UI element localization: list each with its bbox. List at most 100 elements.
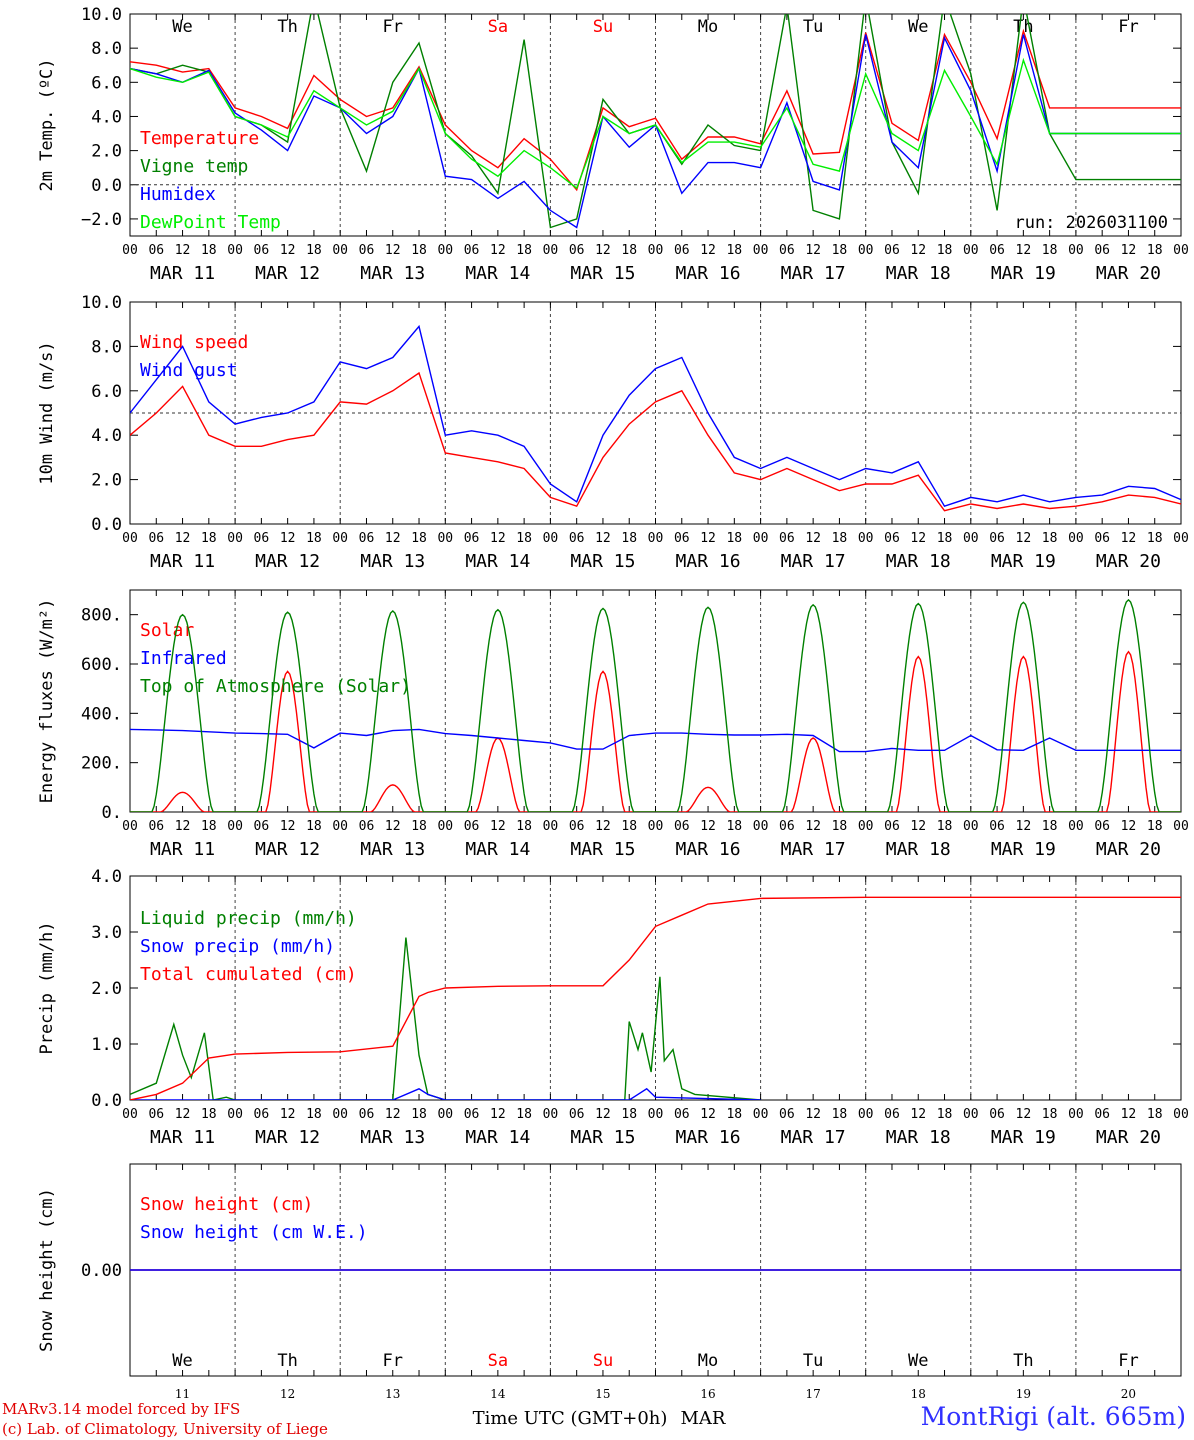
day-number-label: 18 xyxy=(911,1387,926,1401)
temp-hour-label: 00 xyxy=(648,243,664,258)
precip-y-tick-label: 1.0 xyxy=(91,1035,122,1055)
energy-hour-label: 12 xyxy=(700,819,716,834)
temp-hour-label: 06 xyxy=(779,243,795,258)
temp-hour-label: 00 xyxy=(1173,243,1189,258)
wind-hour-label: 12 xyxy=(595,531,611,546)
temp-legend-entry: DewPoint Temp xyxy=(140,212,281,233)
temp-hour-label: 18 xyxy=(201,243,217,258)
energy-hour-label: 12 xyxy=(490,819,506,834)
temp-hour-label: 18 xyxy=(621,243,637,258)
wind-date-label: MAR 11 xyxy=(150,551,215,572)
precip-y-tick-label: 4.0 xyxy=(91,867,122,887)
energy-hour-label: 12 xyxy=(175,819,191,834)
temp-hour-label: 12 xyxy=(805,243,821,258)
energy-hour-label: 18 xyxy=(621,819,637,834)
precip-hour-label: 18 xyxy=(1147,1107,1163,1122)
precip-hour-label: 00 xyxy=(543,1107,559,1122)
wind-hour-label: 00 xyxy=(1173,531,1189,546)
precip-y-tick-label: 0.0 xyxy=(91,1091,122,1111)
precip-legend-entry: Liquid precip (mm/h) xyxy=(140,908,357,929)
precip-hour-label: 18 xyxy=(306,1107,322,1122)
wind-hour-label: 12 xyxy=(175,531,191,546)
temp-hour-label: 12 xyxy=(385,243,401,258)
temp-hour-label: 06 xyxy=(464,243,480,258)
snow-weekday-label: Tu xyxy=(803,1351,823,1371)
energy-date-label: MAR 11 xyxy=(150,839,215,860)
precip-hour-label: 12 xyxy=(805,1107,821,1122)
energy-date-label: MAR 15 xyxy=(570,839,635,860)
snow-y-tick-label: 0.00 xyxy=(81,1261,122,1281)
precip-date-label: MAR 16 xyxy=(676,1127,741,1148)
temp-weekday-label: We xyxy=(908,17,928,37)
wind-hour-label: 06 xyxy=(569,531,585,546)
temp-hour-label: 00 xyxy=(963,243,979,258)
energy-y-tick-label: 400. xyxy=(81,704,122,724)
temp-hour-label: 12 xyxy=(280,243,296,258)
energy-date-label: MAR 16 xyxy=(676,839,741,860)
snow-weekday-label: Fr xyxy=(1118,1351,1138,1371)
precip-hour-label: 06 xyxy=(674,1107,690,1122)
day-number-label: 13 xyxy=(385,1387,400,1401)
energy-y-label: Energy fluxes (W/m²) xyxy=(37,599,57,804)
temp-hour-label: 06 xyxy=(989,243,1005,258)
temp-hour-label: 00 xyxy=(543,243,559,258)
energy-hour-label: 12 xyxy=(910,819,926,834)
day-number-label: 15 xyxy=(595,1387,610,1401)
precip-hour-label: 18 xyxy=(726,1107,742,1122)
snow-weekday-label: We xyxy=(908,1351,928,1371)
wind-hour-label: 06 xyxy=(884,531,900,546)
energy-hour-label: 12 xyxy=(595,819,611,834)
precip-date-label: MAR 11 xyxy=(150,1127,215,1148)
energy-hour-label: 18 xyxy=(201,819,217,834)
precip-hour-label: 12 xyxy=(385,1107,401,1122)
energy-date-label: MAR 18 xyxy=(886,839,951,860)
temp-y-tick-label: 6.0 xyxy=(91,73,122,93)
precip-hour-label: 00 xyxy=(122,1107,138,1122)
energy-hour-label: 00 xyxy=(543,819,559,834)
energy-date-label: MAR 13 xyxy=(360,839,425,860)
precip-hour-label: 12 xyxy=(910,1107,926,1122)
day-number-label: 14 xyxy=(490,1387,506,1401)
wind-hour-label: 06 xyxy=(254,531,270,546)
snow-weekday-label: Fr xyxy=(383,1351,403,1371)
wind-hour-label: 18 xyxy=(306,531,322,546)
wind-hour-label: 18 xyxy=(832,531,848,546)
time-axis-title: Time UTC (GMT+0h) xyxy=(473,1408,668,1429)
temp-weekday-label: Fr xyxy=(1118,17,1138,37)
energy-hour-label: 00 xyxy=(1173,819,1189,834)
temp-weekday-label: Su xyxy=(593,17,613,37)
energy-date-label: MAR 19 xyxy=(991,839,1056,860)
temp-legend-entry: Humidex xyxy=(140,184,216,205)
precip-hour-label: 06 xyxy=(989,1107,1005,1122)
precip-hour-label: 12 xyxy=(1121,1107,1137,1122)
precip-hour-label: 12 xyxy=(595,1107,611,1122)
energy-hour-label: 06 xyxy=(989,819,1005,834)
temp-date-label: MAR 20 xyxy=(1096,263,1161,284)
energy-hour-label: 18 xyxy=(937,819,953,834)
snow-weekday-label: Th xyxy=(277,1351,297,1371)
precip-hour-label: 06 xyxy=(569,1107,585,1122)
precip-hour-label: 00 xyxy=(332,1107,348,1122)
temp-date-label: MAR 13 xyxy=(360,263,425,284)
temp-legend-entry: Vigne temp xyxy=(140,156,248,177)
temp-series-temperature xyxy=(130,28,1181,192)
energy-hour-label: 00 xyxy=(437,819,453,834)
wind-hour-label: 18 xyxy=(1042,531,1058,546)
precip-hour-label: 18 xyxy=(411,1107,427,1122)
precip-hour-label: 12 xyxy=(280,1107,296,1122)
temp-hour-label: 18 xyxy=(937,243,953,258)
energy-series-solar xyxy=(130,650,1181,812)
wind-hour-label: 00 xyxy=(437,531,453,546)
energy-legend-entry: Infrared xyxy=(140,648,227,669)
precip-hour-label: 18 xyxy=(621,1107,637,1122)
precip-legend-entry: Snow precip (mm/h) xyxy=(140,936,335,957)
temp-hour-label: 18 xyxy=(1042,243,1058,258)
wind-hour-label: 00 xyxy=(543,531,559,546)
wind-y-tick-label: 10.0 xyxy=(81,293,122,313)
energy-hour-label: 06 xyxy=(1094,819,1110,834)
wind-y-tick-label: 6.0 xyxy=(91,382,122,402)
temp-hour-label: 12 xyxy=(700,243,716,258)
precip-hour-label: 06 xyxy=(464,1107,480,1122)
energy-hour-label: 06 xyxy=(254,819,270,834)
wind-y-tick-label: 2.0 xyxy=(91,471,122,491)
